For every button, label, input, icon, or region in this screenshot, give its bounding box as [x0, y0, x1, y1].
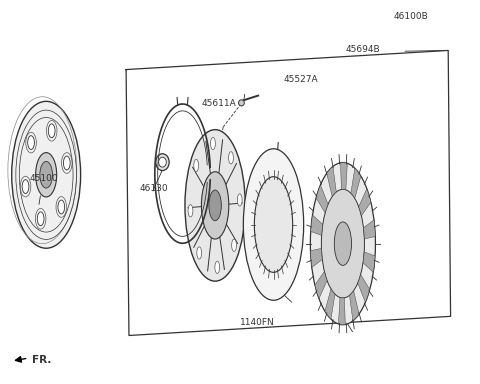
Ellipse shape [215, 261, 220, 273]
Ellipse shape [322, 189, 364, 298]
Ellipse shape [202, 172, 229, 239]
Polygon shape [338, 298, 345, 325]
Text: 45100: 45100 [29, 174, 58, 183]
Text: 46100B: 46100B [393, 12, 428, 21]
Ellipse shape [239, 100, 244, 106]
Text: 1140FN: 1140FN [240, 318, 275, 326]
Ellipse shape [334, 222, 351, 265]
Ellipse shape [48, 124, 55, 138]
Ellipse shape [311, 162, 375, 325]
Ellipse shape [58, 200, 65, 214]
Polygon shape [325, 289, 335, 319]
Ellipse shape [22, 180, 29, 194]
Ellipse shape [232, 239, 237, 252]
Ellipse shape [211, 137, 216, 150]
Text: 45527A: 45527A [283, 74, 318, 84]
Ellipse shape [194, 159, 199, 172]
Polygon shape [340, 162, 348, 190]
Text: 46130: 46130 [140, 184, 168, 193]
Ellipse shape [188, 205, 193, 217]
Text: FR.: FR. [32, 355, 51, 365]
Text: 45694B: 45694B [345, 45, 380, 54]
Polygon shape [311, 215, 323, 235]
Ellipse shape [28, 136, 35, 149]
Polygon shape [351, 168, 361, 199]
Polygon shape [363, 252, 375, 272]
Ellipse shape [156, 154, 169, 170]
Polygon shape [349, 291, 359, 321]
Polygon shape [359, 189, 371, 216]
Ellipse shape [37, 212, 44, 226]
Ellipse shape [228, 152, 233, 164]
Ellipse shape [209, 190, 221, 221]
Polygon shape [363, 220, 375, 239]
Ellipse shape [63, 156, 70, 170]
Polygon shape [316, 185, 328, 213]
Ellipse shape [243, 149, 304, 300]
Polygon shape [358, 275, 370, 303]
Polygon shape [327, 166, 336, 197]
Ellipse shape [237, 194, 242, 206]
Ellipse shape [158, 157, 166, 167]
Ellipse shape [197, 247, 202, 259]
Text: 45611A: 45611A [202, 99, 237, 109]
Ellipse shape [40, 161, 52, 188]
Ellipse shape [254, 177, 293, 272]
Ellipse shape [185, 130, 245, 281]
Ellipse shape [36, 152, 57, 197]
Polygon shape [315, 271, 327, 299]
Polygon shape [311, 248, 322, 267]
Ellipse shape [12, 101, 81, 248]
